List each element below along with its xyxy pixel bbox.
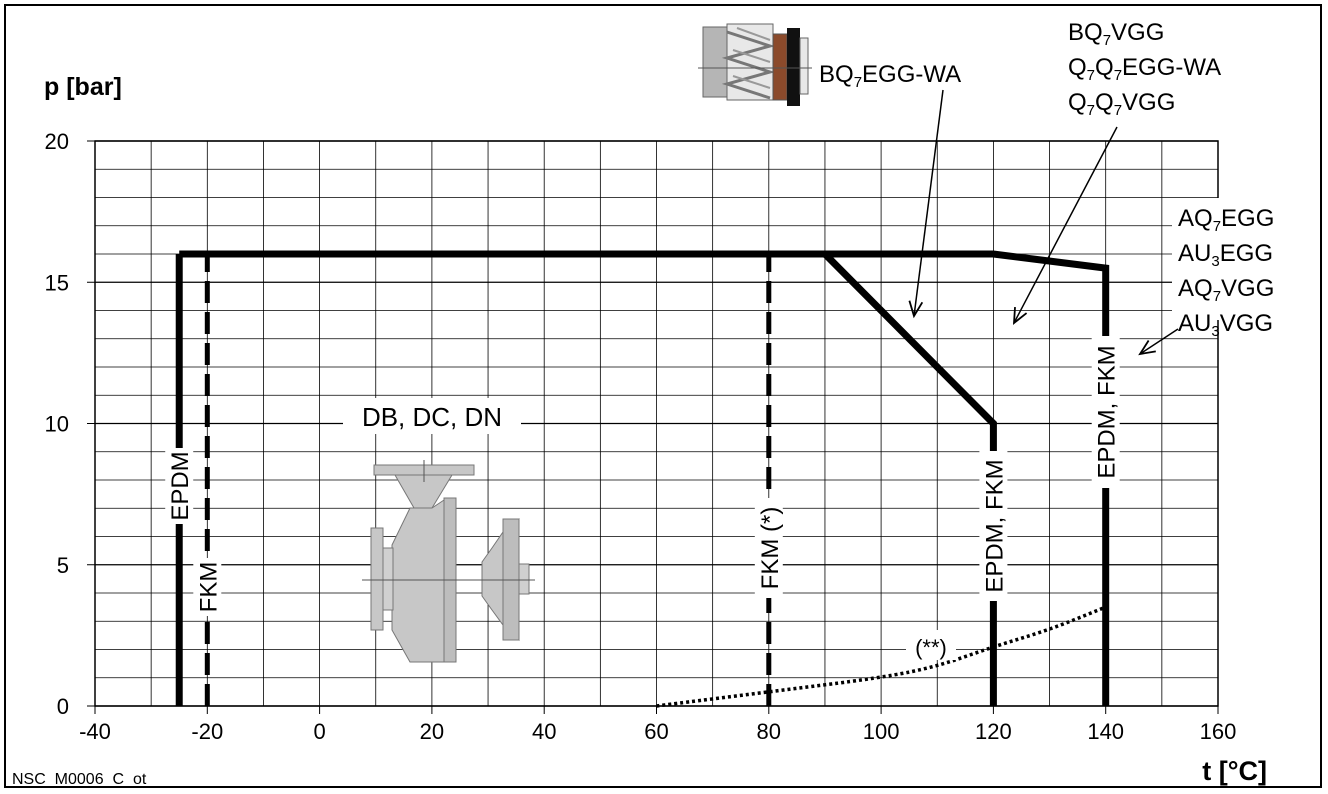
seal-label-a-3: AU3VGG xyxy=(1178,310,1273,340)
label-text: EPDM xyxy=(167,451,194,520)
text-part: BQ xyxy=(819,61,854,88)
arrow-group-a-head xyxy=(1138,340,1156,356)
text-part: BQ xyxy=(1068,19,1103,46)
grid xyxy=(94,140,1219,707)
text-part: EGG-WA xyxy=(862,61,961,88)
label-text: FKM xyxy=(195,562,222,613)
x-tick-label: -40 xyxy=(79,719,111,744)
label-background xyxy=(979,451,1008,601)
axes: -40 -20 0 20 40 60 80 100 120 140 160 0 5 10 15 20 p [ba… xyxy=(12,73,1267,788)
footer-code: NSC_M0006_C_ot xyxy=(12,771,147,788)
text-part: Q xyxy=(1068,89,1087,116)
y-tick-label: 5 xyxy=(57,553,69,578)
x-tick-label: 100 xyxy=(863,719,900,744)
pump-label-group: DB, DC, DN xyxy=(343,398,521,434)
series-line-5 xyxy=(656,605,1107,708)
text-part: Q xyxy=(1095,54,1114,81)
label-background xyxy=(906,630,956,660)
pump-icon xyxy=(362,460,535,663)
label-background xyxy=(1091,336,1120,488)
arrow-group-b-head xyxy=(1012,306,1028,325)
x-tick-label: -20 xyxy=(191,719,223,744)
seal-label-b-0: BQ7VGG xyxy=(1068,19,1164,49)
subscript: 7 xyxy=(1213,288,1221,305)
chart-frame xyxy=(4,4,1322,788)
text-part: Q xyxy=(1095,89,1114,116)
x-tick-label: 80 xyxy=(757,719,781,744)
subscript: 7 xyxy=(854,74,862,91)
arrow-group-b xyxy=(1013,126,1118,324)
arrow-group-a xyxy=(1139,328,1179,355)
x-tick-label: 140 xyxy=(1087,719,1124,744)
seal-label-b-1: Q7Q7EGG-WA xyxy=(1068,54,1221,84)
x-tick-label: 160 xyxy=(1200,719,1237,744)
subscript: 3 xyxy=(1211,253,1219,270)
label-background xyxy=(754,498,783,598)
label-fkm-left: FKM xyxy=(193,558,222,616)
x-tick-label: 20 xyxy=(420,719,444,744)
seal-label-wa: BQ7EGG-WA xyxy=(819,61,961,91)
y-tick-label: 10 xyxy=(45,412,69,437)
y-tick-label: 15 xyxy=(45,270,69,295)
label-fkm-star: FKM (*) xyxy=(754,498,784,598)
arrow-wa xyxy=(913,89,944,317)
seal-label-a-background xyxy=(1172,198,1306,320)
text-part: VGG xyxy=(1122,89,1175,116)
subscript: 7 xyxy=(1114,67,1122,84)
mechanical-seal-icon xyxy=(698,23,812,106)
text-part: AU xyxy=(1178,310,1211,337)
text-part: VGG xyxy=(1221,275,1274,302)
text-part: AQ xyxy=(1178,205,1213,232)
subscript: 7 xyxy=(1103,32,1111,49)
text-part: EGG-WA xyxy=(1122,54,1221,81)
label-background xyxy=(165,448,194,524)
seal-label-wa-group: BQ7EGG-WA xyxy=(814,56,1006,91)
subscript: 3 xyxy=(1211,323,1219,340)
text-part: Q xyxy=(1068,54,1087,81)
seal-label-a-2: AQ7VGG xyxy=(1178,275,1274,305)
label-text: FKM (*) xyxy=(757,507,784,590)
seal-label-a-0: AQ7EGG xyxy=(1178,205,1274,235)
series-line-2 xyxy=(822,251,997,706)
dotted-label-group: (**) xyxy=(906,630,956,660)
x-tick-label: 60 xyxy=(644,719,668,744)
text-part: VGG xyxy=(1111,19,1164,46)
y-tick-label: 0 xyxy=(57,694,69,719)
label-background xyxy=(814,56,1006,88)
dotted-label: (**) xyxy=(915,635,947,660)
subscript: 7 xyxy=(1087,67,1095,84)
pump-label: DB, DC, DN xyxy=(362,402,502,432)
text-part: EGG xyxy=(1221,205,1274,232)
label-background xyxy=(343,398,521,434)
subscript: 7 xyxy=(1114,102,1122,119)
x-axis-title: t [°C] xyxy=(1202,756,1267,786)
y-tick-label: 20 xyxy=(45,129,69,154)
x-tick-label: 0 xyxy=(313,719,325,744)
label-text: EPDM, FKM xyxy=(981,459,1008,592)
seal-label-a-1: AU3EGG xyxy=(1178,240,1273,270)
label-epdm-left: EPDM xyxy=(165,448,194,524)
x-tick-label: 40 xyxy=(532,719,556,744)
y-axis-title: p [bar] xyxy=(44,73,122,101)
x-tick-label: 120 xyxy=(975,719,1012,744)
label-background xyxy=(1172,198,1306,320)
seal-label-b-2: Q7Q7VGG xyxy=(1068,89,1175,119)
chart-labels: EPDM FKM FKM (*) EPDM, FKM EPDM, FKM DB, DC, … xyxy=(165,19,1306,660)
label-text: EPDM, FKM xyxy=(1094,345,1121,478)
text-part: AU xyxy=(1178,240,1211,267)
subscript: 7 xyxy=(1213,218,1221,235)
text-part: EGG xyxy=(1220,240,1273,267)
subscript: 7 xyxy=(1087,102,1095,119)
label-epdm-fkm-140: EPDM, FKM xyxy=(1091,336,1121,488)
text-part: AQ xyxy=(1178,275,1213,302)
text-part: VGG xyxy=(1220,310,1273,337)
label-background xyxy=(193,558,222,616)
label-epdm-fkm-120: EPDM, FKM xyxy=(979,451,1008,601)
arrow-wa-head xyxy=(908,300,924,319)
